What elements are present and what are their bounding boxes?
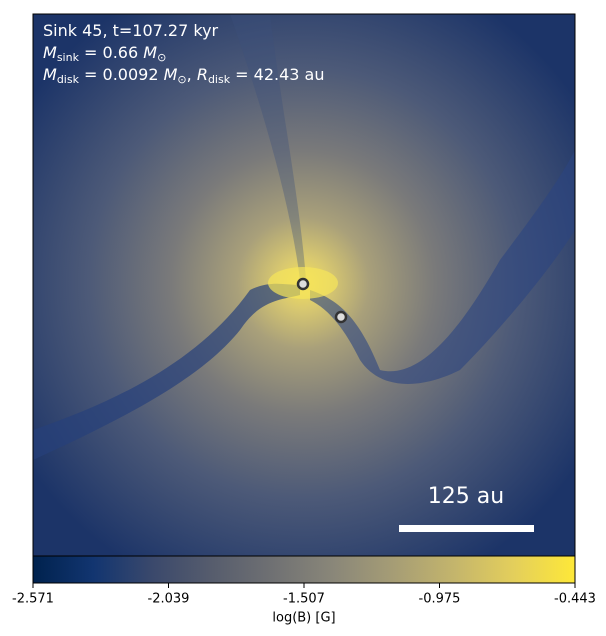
annotation-part: M	[43, 43, 57, 62]
annotation-part: M	[143, 43, 157, 62]
scale-bar	[399, 525, 534, 532]
annotation-part: = 42.43 au	[230, 65, 324, 84]
annotation-part: = 0.66	[79, 43, 143, 62]
annotation-part: sink	[57, 51, 80, 64]
annotation-part: R	[197, 65, 208, 84]
sink-marker	[296, 277, 310, 291]
field-map: 125 au	[33, 14, 575, 556]
tick-label: -2.571	[12, 592, 54, 607]
annotation: Sink 45, t=107.27 kyr	[43, 21, 219, 40]
sink-marker	[334, 310, 348, 324]
annotation-part: M	[164, 65, 178, 84]
scale-bar-label: 125 au	[428, 484, 504, 509]
annotation-part: ,	[187, 65, 197, 84]
annotation: Msink = 0.66 M⊙	[43, 43, 166, 65]
tick-label: -1.507	[283, 592, 325, 607]
colorbar-label: log(B) [G]	[272, 611, 335, 626]
tick-label: -0.443	[554, 592, 596, 607]
annotation-part: ⊙	[157, 51, 166, 64]
tick-label: -0.975	[419, 592, 461, 607]
annotation: Mdisk = 0.0092 M⊙, Rdisk = 42.43 au	[43, 65, 325, 87]
tick-label: -2.039	[148, 592, 190, 607]
annotation-part: ⊙	[177, 73, 186, 86]
annotation-part: disk	[208, 73, 231, 86]
annotation-part: = 0.0092	[79, 65, 164, 84]
annotation-part: Sink 45, t=107.27 kyr	[43, 21, 219, 40]
annotation-part: disk	[57, 73, 80, 86]
colorbar	[32, 555, 576, 584]
annotation-part: M	[43, 65, 57, 84]
